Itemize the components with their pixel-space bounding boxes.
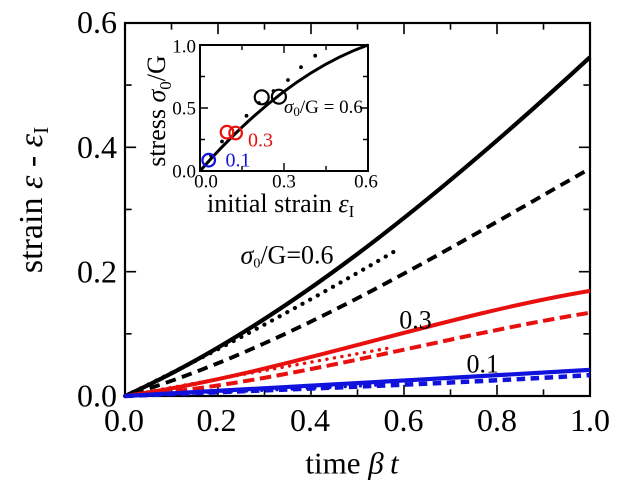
svg-text:0.2: 0.2 <box>77 253 117 289</box>
svg-text:0.3: 0.3 <box>399 306 432 335</box>
svg-text:σ0/G = 0.6: σ0/G = 0.6 <box>284 97 363 119</box>
svg-text:0.0: 0.0 <box>77 378 117 414</box>
svg-text:0.6: 0.6 <box>77 4 117 40</box>
svg-text:1.0: 1.0 <box>570 402 610 438</box>
svg-text:stress σ0/G: stress σ0/G <box>142 55 175 167</box>
svg-text:0.1: 0.1 <box>467 350 500 379</box>
svg-text:0.4: 0.4 <box>77 129 117 165</box>
svg-text:1.0: 1.0 <box>172 37 196 58</box>
svg-text:time β t: time β t <box>305 446 400 481</box>
svg-text:0.5: 0.5 <box>172 99 196 120</box>
svg-text:0.6: 0.6 <box>354 172 378 193</box>
svg-text:0.0: 0.0 <box>172 162 196 183</box>
svg-text:0.0: 0.0 <box>104 402 144 438</box>
svg-text:strain ε - εI: strain ε - εI <box>13 127 53 273</box>
svg-text:0.8: 0.8 <box>477 402 517 438</box>
svg-text:0.1: 0.1 <box>226 150 251 172</box>
svg-text:0.3: 0.3 <box>248 130 273 152</box>
svg-text:0.2: 0.2 <box>197 402 237 438</box>
svg-text:initial strain εI: initial strain εI <box>207 189 355 221</box>
svg-text:σ0/G=0.6: σ0/G=0.6 <box>241 241 334 272</box>
svg-text:0.6: 0.6 <box>384 402 424 438</box>
svg-text:0.3: 0.3 <box>272 172 296 193</box>
svg-text:0.0: 0.0 <box>194 172 218 193</box>
svg-text:0.4: 0.4 <box>290 402 330 438</box>
